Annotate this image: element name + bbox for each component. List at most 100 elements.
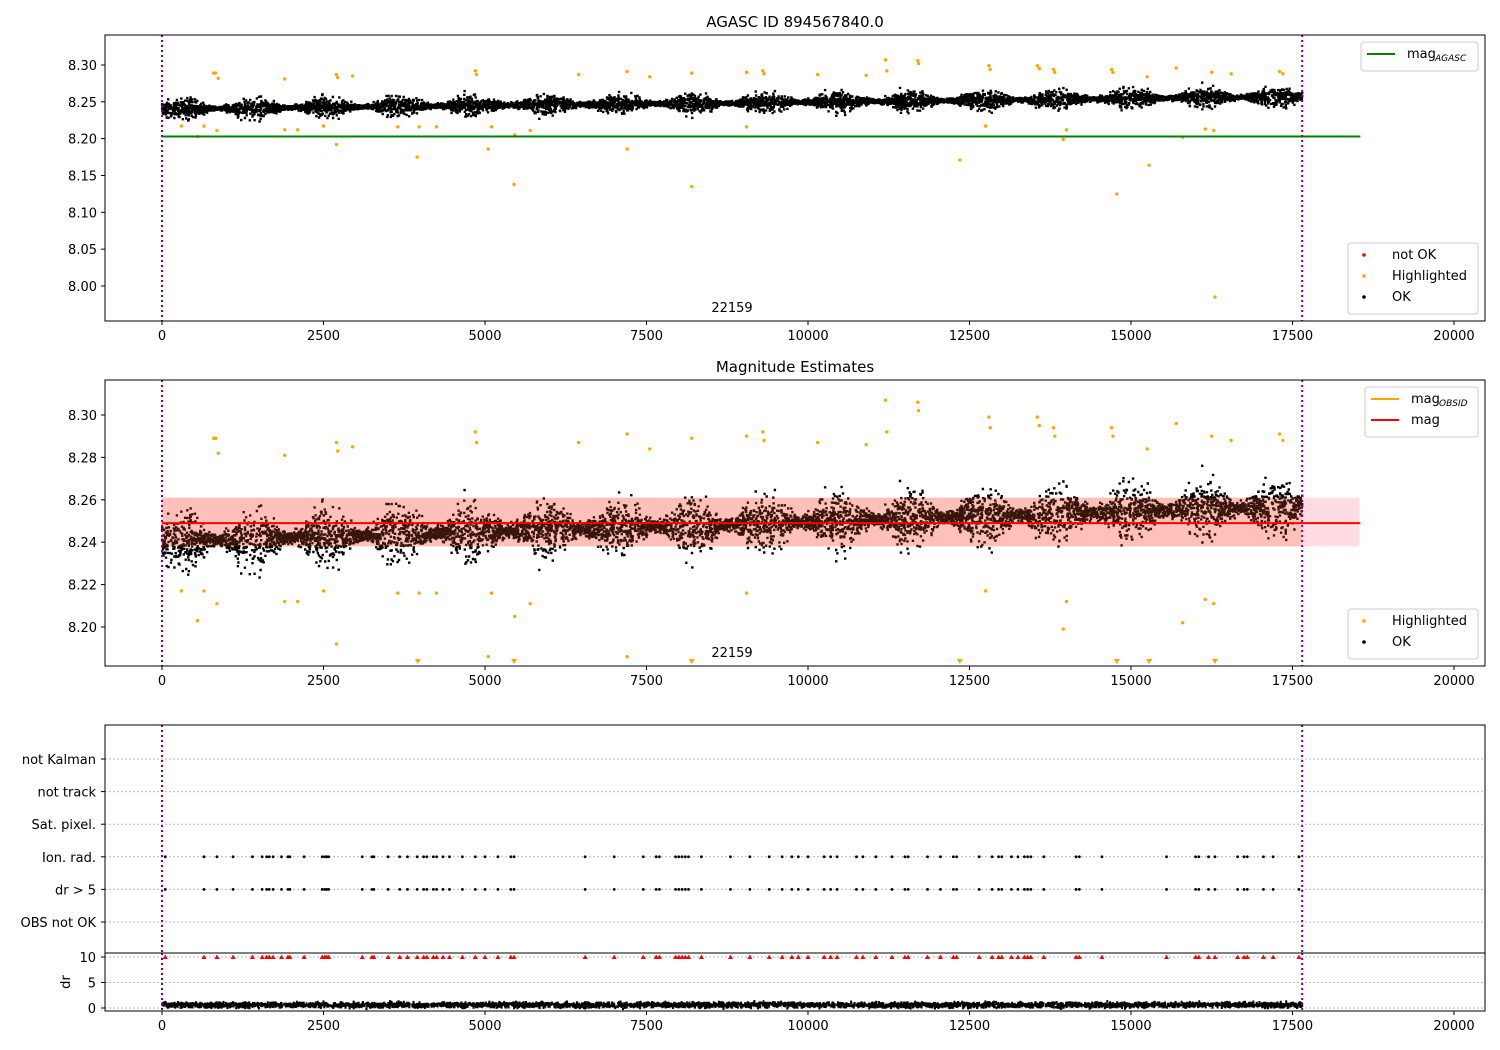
flag-point xyxy=(1213,888,1217,891)
highlighted-point xyxy=(202,589,206,593)
flag-point xyxy=(1245,888,1249,891)
highlighted-point xyxy=(690,71,694,75)
flag-point xyxy=(1100,888,1104,891)
flag-point xyxy=(583,888,587,891)
flag-point xyxy=(1010,888,1013,891)
flag-point xyxy=(990,855,994,859)
flag-point xyxy=(700,888,703,891)
dr-clipped-marker xyxy=(1021,954,1027,959)
highlighted-point xyxy=(417,125,421,129)
flag-point xyxy=(1271,855,1275,859)
dr-clipped-marker xyxy=(1028,954,1034,959)
flag-point xyxy=(1029,888,1033,891)
dr-clipped-marker xyxy=(950,954,956,959)
highlighted-point xyxy=(885,69,889,73)
flag-point xyxy=(302,855,306,859)
dr-clipped-marker xyxy=(828,954,834,959)
highlighted-point xyxy=(1229,72,1233,76)
flag-point xyxy=(829,855,833,859)
dr-clipped-marker xyxy=(682,954,688,959)
legend-box xyxy=(1360,41,1479,72)
dr-clipped-marker xyxy=(937,954,943,959)
flag-point xyxy=(202,855,206,859)
flag-point xyxy=(398,888,402,891)
y-tick-label: 10 xyxy=(79,951,96,966)
panel-magnitude-estimates: 8.20 8.22 8.24 8.26 8.28 8.30 0 2500 5000 7500 100… xyxy=(68,379,1486,689)
x-tick-label: 12500 xyxy=(949,674,990,689)
highlighted-point xyxy=(321,589,326,593)
chart-title-agasc: AGASC ID 894567840.0 xyxy=(706,13,884,31)
flag-point xyxy=(483,855,487,859)
legend-marker xyxy=(1362,619,1366,623)
dr-clipped-marker xyxy=(673,954,679,959)
dr-clipped-marker xyxy=(472,954,478,959)
flag-point xyxy=(1010,855,1013,859)
x-tick-label: 17500 xyxy=(1272,1019,1313,1034)
flag-point xyxy=(435,855,438,859)
x-tick-label: 0 xyxy=(158,1019,166,1034)
flag-point xyxy=(431,855,435,859)
highlighted-point xyxy=(625,69,629,74)
highlighted-point xyxy=(396,591,400,595)
flag-point xyxy=(271,855,275,859)
flag-point xyxy=(360,888,364,891)
highlighted-point xyxy=(1061,627,1065,631)
y-tick-label: 8.10 xyxy=(68,206,97,221)
flag-point xyxy=(680,888,684,891)
dr-clipped-marker xyxy=(482,954,488,959)
y-tick-label: 8.05 xyxy=(68,243,97,258)
mag-band-overlay xyxy=(162,497,1303,547)
dr-clipped-marker xyxy=(270,954,276,959)
dr-clipped-marker xyxy=(989,954,995,959)
flag-point xyxy=(729,888,732,891)
highlighted-point xyxy=(213,71,218,75)
highlighted-point xyxy=(1037,423,1041,428)
flag-point xyxy=(370,855,374,859)
flag-point xyxy=(829,888,833,891)
highlighted-point xyxy=(1064,599,1069,604)
flag-point xyxy=(1026,855,1030,859)
highlighted-point xyxy=(987,415,991,419)
flag-point xyxy=(251,855,254,859)
dr-clipped-marker xyxy=(789,954,795,959)
dr-clipped-marker xyxy=(1196,954,1202,959)
flag-point xyxy=(654,855,658,859)
flag-point xyxy=(422,888,426,891)
highlighted-point xyxy=(417,591,421,595)
flag-point xyxy=(977,888,981,891)
flag-point xyxy=(1197,888,1201,891)
flag-point xyxy=(583,855,587,859)
highlighted-point xyxy=(864,73,868,77)
flag-point xyxy=(323,888,327,891)
highlighted-point xyxy=(958,158,962,162)
flag-point xyxy=(370,888,374,891)
dr-clipped-marker xyxy=(1099,954,1105,959)
flag-point xyxy=(1023,888,1026,891)
highlighted-point xyxy=(1203,127,1207,131)
flag-point xyxy=(1029,855,1033,859)
flag-point xyxy=(780,855,784,859)
flag-point xyxy=(748,855,752,859)
flag-point xyxy=(327,888,331,891)
highlighted-point xyxy=(1174,421,1178,426)
highlighted-point xyxy=(334,72,339,77)
highlighted-point xyxy=(1109,67,1114,72)
highlighted-point xyxy=(283,599,287,604)
flag-point xyxy=(406,888,409,891)
flag-point xyxy=(612,888,616,891)
dr-clipped-marker xyxy=(1076,954,1082,959)
flag-point xyxy=(260,888,264,891)
highlighted-point xyxy=(295,599,300,604)
highlighted-point xyxy=(1053,70,1057,75)
flag-point xyxy=(320,855,324,859)
highlighted-point xyxy=(512,182,516,187)
flag-point xyxy=(767,855,771,859)
legend-label: OK xyxy=(1392,635,1411,650)
flag-point xyxy=(674,855,677,859)
category-label: OBS not OK xyxy=(21,916,97,931)
dr-clipped-marker xyxy=(676,954,682,959)
dr-clipped-marker xyxy=(162,954,168,959)
flag-point xyxy=(386,855,390,859)
flag-point xyxy=(906,855,910,859)
x-tick-label: 5000 xyxy=(468,329,501,344)
